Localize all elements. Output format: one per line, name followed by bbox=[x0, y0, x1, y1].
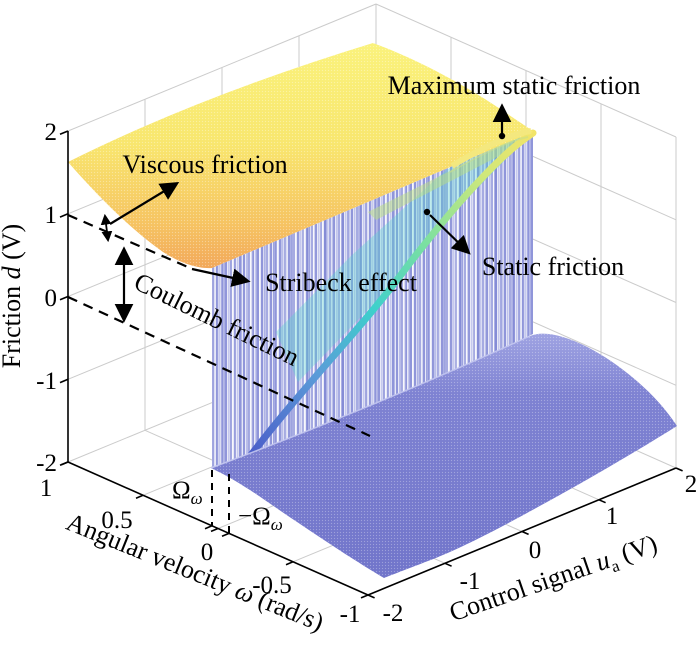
max-static-anchor-dot bbox=[498, 132, 506, 140]
lower-surface-grain bbox=[211, 333, 677, 578]
stribeck-effect-label: Stribeck effect bbox=[265, 268, 418, 297]
z-tick-1: 1 bbox=[45, 202, 58, 229]
u-tick-1: 1 bbox=[606, 503, 619, 530]
omega-threshold-pos-label: Ωω bbox=[172, 477, 203, 508]
upper-friction-surface bbox=[68, 43, 533, 269]
omega-threshold-neg-label: −Ωω bbox=[238, 503, 283, 534]
z-tick-2: 2 bbox=[45, 119, 58, 146]
u-tick-neg2: -2 bbox=[383, 600, 404, 627]
dashed-level-1V bbox=[67, 213, 191, 270]
lower-friction-surface bbox=[210, 333, 677, 578]
omega-tick-labels: 1 0.5 0 -0.5 -1 bbox=[40, 475, 361, 628]
omega-tick-1: 1 bbox=[40, 475, 53, 502]
upper-surface-grain bbox=[68, 43, 533, 269]
viscous-friction-label: Viscous friction bbox=[122, 150, 287, 179]
viscous-arrow bbox=[109, 182, 180, 225]
static-arrow bbox=[429, 214, 471, 255]
omega-tick-0: 0 bbox=[201, 539, 214, 566]
curtain-green-fringe bbox=[368, 131, 530, 220]
omega-tick-05: 0.5 bbox=[101, 507, 132, 534]
u-tick-labels: -2 -1 0 1 2 bbox=[383, 471, 698, 627]
z-tick-neg1: -1 bbox=[36, 368, 57, 395]
u-tick-0: 0 bbox=[529, 537, 542, 564]
static-friction-label: Static friction bbox=[482, 252, 624, 281]
u-tick-neg1: -1 bbox=[460, 568, 481, 595]
omega-tick-neg1: -1 bbox=[340, 601, 361, 628]
axes bbox=[59, 130, 683, 599]
max-static-ridge bbox=[450, 128, 532, 169]
curtain-stripes-2 bbox=[212, 132, 533, 467]
z-axis-label: Friction d (V) bbox=[0, 224, 26, 368]
max-static-ridge-fringe bbox=[449, 136, 529, 173]
z-tick-labels: 2 1 0 -1 -2 bbox=[36, 119, 57, 477]
lower-surface-rim bbox=[210, 335, 531, 469]
static-anchor-dot bbox=[423, 208, 431, 216]
viscous-span-arrow bbox=[100, 213, 113, 243]
max-static-friction-label: Maximum static friction bbox=[388, 71, 641, 100]
static-friction-ribbon bbox=[244, 129, 537, 463]
annotation-arrows bbox=[100, 103, 512, 323]
stribeck-arrow bbox=[191, 267, 251, 287]
z-tick-0: 0 bbox=[45, 285, 58, 312]
u-tick-2: 2 bbox=[685, 471, 698, 498]
omega-tick-neg05: -0.5 bbox=[252, 572, 292, 599]
z-tick-neg2: -2 bbox=[36, 450, 57, 477]
